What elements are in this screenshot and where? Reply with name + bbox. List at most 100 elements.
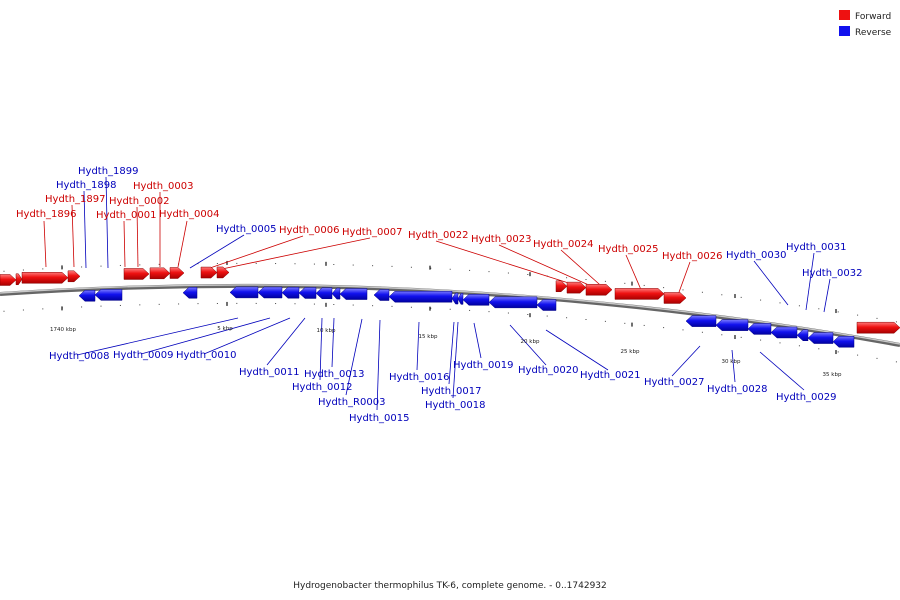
gene-label-hydth-0032: Hydth_0032 xyxy=(802,268,863,279)
forward-gene-arrow xyxy=(856,321,900,334)
gene-label-hydth-0026: Hydth_0026 xyxy=(662,251,723,262)
gene-label-hydth-0004: Hydth_0004 xyxy=(159,209,220,220)
leader-line xyxy=(123,220,126,268)
gene-label-hydth-0011: Hydth_0011 xyxy=(239,367,300,378)
reverse-gene-arrow xyxy=(257,286,283,299)
gene-label-hydth-0001: Hydth_0001 xyxy=(96,210,157,221)
leader-line xyxy=(376,319,381,411)
leader-line xyxy=(203,317,291,355)
forward-gene-arrow xyxy=(169,267,185,279)
leader-line xyxy=(435,240,579,287)
leader-line xyxy=(498,244,601,291)
forward-gene-arrow xyxy=(21,272,69,284)
leader-line xyxy=(753,260,789,306)
leader-line xyxy=(266,317,306,366)
scale-label: 15 kbp xyxy=(419,334,438,340)
legend-forward-label: Forward xyxy=(855,12,891,22)
gene-label-hydth-0029: Hydth_0029 xyxy=(776,392,837,403)
gene-label-hydth-0017: Hydth_0017 xyxy=(421,386,482,397)
reverse-gene-arrow xyxy=(536,299,557,311)
legend-reverse-label: Reverse xyxy=(855,28,892,38)
gene-label-hydth-0021: Hydth_0021 xyxy=(580,370,641,381)
scale-label: 35 kbp xyxy=(823,372,842,378)
scale-ticks xyxy=(3,260,897,363)
reverse-gene-arrow xyxy=(94,289,123,301)
gene-label-hydth-1899: Hydth_1899 xyxy=(78,166,139,177)
scale-labels: 1740 kbp 5 kbp 10 kbp 15 kbp 20 kbp 25 kbp 30 … xyxy=(50,326,842,378)
gene-label-hydth-0010: Hydth_0010 xyxy=(176,350,237,361)
leader-line xyxy=(345,318,363,396)
reverse-gene-arrow xyxy=(715,319,749,331)
reverse-gene-arrow xyxy=(796,329,809,342)
leader-line xyxy=(76,317,239,356)
leader-line xyxy=(209,235,304,269)
forward-gene-arrow xyxy=(216,266,230,279)
reverse-gene-arrow xyxy=(488,296,538,309)
forward-gene-arrow xyxy=(614,288,665,300)
gene-label-hydth-1896: Hydth_1896 xyxy=(16,209,77,220)
leader-line xyxy=(177,220,188,268)
forward-gene-arrow xyxy=(555,280,568,293)
gene-label-hydth-0022: Hydth_0022 xyxy=(408,230,469,241)
gene-label-hydth-0018: Hydth_0018 xyxy=(425,400,486,411)
gene-label-hydth-0031: Hydth_0031 xyxy=(786,242,847,253)
scale-label: 5 kbp xyxy=(217,326,233,332)
reverse-gene-arrow xyxy=(685,315,717,327)
leader-line xyxy=(83,190,87,269)
forward-gene-arrow xyxy=(0,274,17,286)
gene-label-hydth-0025: Hydth_0025 xyxy=(598,244,659,255)
gene-label-hydth-r0003: Hydth_R0003 xyxy=(318,397,385,408)
leader-line xyxy=(452,321,459,399)
gene-label-hydth-0030: Hydth_0030 xyxy=(726,250,787,261)
reverse-gene-arrow xyxy=(298,287,317,299)
legend-reverse-swatch xyxy=(839,26,850,36)
gene-labels: Hydth_1896 Hydth_1897 Hydth_0001 Hydth_0002… xyxy=(16,166,863,424)
reverse-gene-arrow xyxy=(331,287,341,300)
reverse-gene-arrow xyxy=(315,287,333,300)
leader-line xyxy=(43,220,47,268)
leader-line xyxy=(221,237,371,270)
gene-label-hydth-0027: Hydth_0027 xyxy=(644,377,705,388)
forward-gene-arrow xyxy=(566,281,587,294)
leader-line xyxy=(140,317,271,355)
forward-gene-arrow xyxy=(123,268,150,280)
leader-line xyxy=(731,349,736,383)
leader-line xyxy=(823,278,831,313)
leader-line xyxy=(416,321,420,371)
scale-label: 25 kbp xyxy=(621,349,640,355)
gene-label-hydth-1898: Hydth_1898 xyxy=(56,180,117,191)
reverse-gene-arrow xyxy=(832,336,855,348)
gene-label-hydth-0003: Hydth_0003 xyxy=(133,181,194,192)
label-leader-lines xyxy=(43,176,831,411)
forward-gene-arrow xyxy=(15,273,23,286)
reverse-gene-arrow xyxy=(462,294,490,306)
gene-label-hydth-0012: Hydth_0012 xyxy=(292,382,353,393)
legend-forward-swatch xyxy=(839,10,850,20)
leader-line xyxy=(319,317,323,381)
leader-line xyxy=(625,254,643,293)
reverse-gene-arrow xyxy=(78,289,96,302)
gene-label-hydth-0009: Hydth_0009 xyxy=(113,350,174,361)
scale-label: 30 kbp xyxy=(722,359,741,365)
leader-line xyxy=(71,204,75,268)
leader-line xyxy=(677,261,691,296)
leader-line xyxy=(136,206,139,268)
leader-line xyxy=(448,321,455,385)
gene-label-hydth-0016: Hydth_0016 xyxy=(389,372,450,383)
leader-line xyxy=(189,234,245,269)
reverse-gene-arrow xyxy=(457,293,464,305)
forward-gene-arrow xyxy=(663,292,687,304)
forward-gene-arrow xyxy=(200,266,218,279)
leader-line xyxy=(105,176,109,269)
gene-label-hydth-0005: Hydth_0005 xyxy=(216,224,277,235)
forward-gene-arrow xyxy=(67,270,81,283)
reverse-gene-arrow xyxy=(182,287,198,299)
scale-label: 1740 kbp xyxy=(50,327,76,333)
reverse-gene-arrow xyxy=(451,292,459,305)
leader-line xyxy=(671,345,701,377)
reverse-gene-arrow xyxy=(229,286,259,299)
gene-label-hydth-0028: Hydth_0028 xyxy=(707,384,768,395)
forward-gene-arrow xyxy=(149,267,171,280)
legend: Forward Reverse xyxy=(839,10,892,38)
